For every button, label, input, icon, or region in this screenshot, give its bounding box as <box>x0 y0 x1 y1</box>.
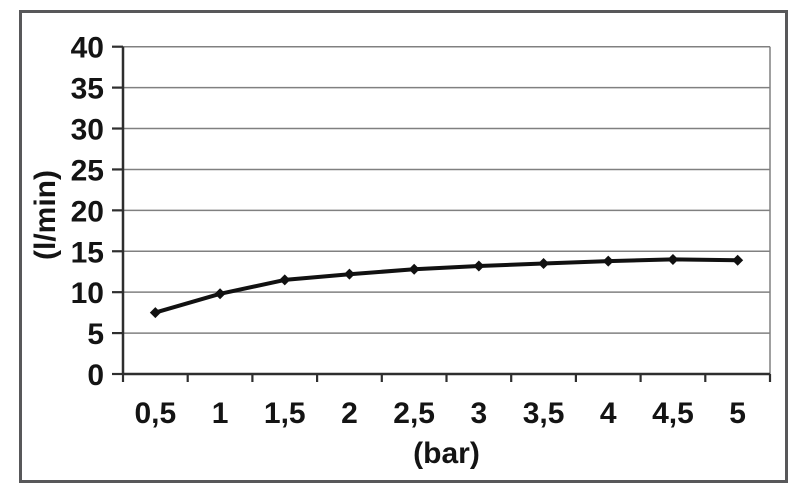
y-tick-label: 10 <box>71 277 104 310</box>
x-tick-label: 3 <box>471 397 488 430</box>
y-tick-label: 40 <box>71 32 104 65</box>
x-tick-label: 0,5 <box>134 397 176 430</box>
y-tick-label: 30 <box>71 114 104 147</box>
data-point-marker <box>732 254 744 266</box>
x-tick-label: 2 <box>341 397 358 430</box>
data-point-marker <box>473 260 485 272</box>
data-point-marker <box>343 268 355 280</box>
x-tick-label: 1 <box>212 397 229 430</box>
y-tick-label: 35 <box>71 73 104 106</box>
y-tick-label: 0 <box>87 359 104 392</box>
data-point-marker <box>602 255 614 267</box>
y-tick-label: 20 <box>71 195 104 228</box>
x-axis-title: (bar) <box>413 437 480 470</box>
y-tick-label: 5 <box>87 318 104 351</box>
y-tick-label: 25 <box>71 154 104 187</box>
data-point-marker <box>408 263 420 275</box>
data-point-marker <box>149 307 161 319</box>
x-tick-label: 2,5 <box>393 397 435 430</box>
x-tick-label: 3,5 <box>523 397 565 430</box>
x-tick-label: 4,5 <box>652 397 694 430</box>
y-tick-label: 15 <box>71 236 104 269</box>
y-axis-title: (l/min) <box>29 170 62 260</box>
data-point-marker <box>667 253 679 265</box>
x-tick-label: 5 <box>729 397 746 430</box>
x-tick-label: 4 <box>600 397 617 430</box>
flow-curve <box>153 257 740 315</box>
data-point-marker <box>214 288 226 300</box>
data-point-marker <box>279 274 291 286</box>
chart-frame <box>19 10 788 483</box>
data-point-marker <box>538 258 550 270</box>
x-tick-label: 1,5 <box>264 397 306 430</box>
